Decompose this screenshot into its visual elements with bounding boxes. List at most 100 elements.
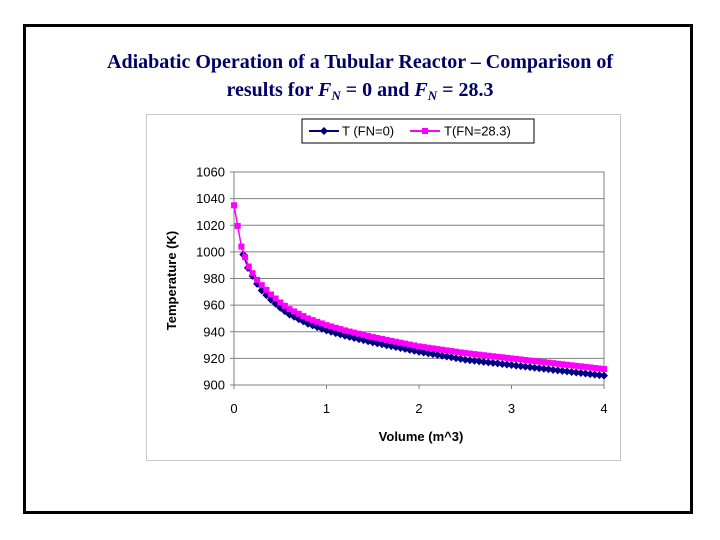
- series-1-point: [521, 362, 530, 371]
- series-2-point: [490, 353, 496, 360]
- series-2-point: [508, 355, 515, 362]
- series-2-point: [300, 313, 307, 320]
- series-1-point: [544, 365, 553, 374]
- x-tick-label: 0: [230, 401, 237, 416]
- series-1-point: [516, 362, 525, 371]
- title-line-2: results for FN = 0 and FN = 28.3: [0, 76, 720, 104]
- series-2-point: [305, 315, 311, 322]
- series-2-point: [513, 355, 520, 362]
- series-2-point: [281, 302, 288, 309]
- series-1-point: [586, 370, 595, 379]
- y-tick-label: 980: [203, 271, 225, 286]
- series-2-point: [601, 366, 607, 373]
- series-1-point: [507, 361, 516, 370]
- series-2-point: [245, 263, 252, 270]
- series-2-point: [383, 336, 390, 343]
- series-2-point: [503, 354, 510, 361]
- fn-symbol-2: F: [414, 79, 428, 101]
- series-2-point: [564, 361, 570, 368]
- y-tick-label: 1020: [196, 218, 225, 233]
- series-2-point: [522, 356, 529, 363]
- y-tick-label: 1060: [196, 165, 225, 180]
- series-2-point: [242, 254, 249, 261]
- series-2-point: [388, 337, 395, 344]
- series-1-point: [600, 371, 608, 380]
- series-2-point: [425, 344, 432, 351]
- series-1-point: [558, 366, 567, 375]
- series-1-point: [498, 359, 507, 368]
- series-2-point: [411, 342, 418, 349]
- series-2-point: [499, 354, 506, 361]
- fn-symbol-1: F: [317, 79, 332, 101]
- series-1-point: [563, 367, 571, 376]
- series-2-point: [254, 276, 261, 283]
- series-1-point: [526, 363, 534, 372]
- series-2-point: [365, 332, 372, 339]
- series-2-point: [531, 358, 538, 365]
- series-2-point: [471, 351, 478, 358]
- series-2-point: [577, 363, 584, 370]
- series-2-point: [309, 317, 316, 324]
- series-2-point: [355, 330, 362, 337]
- series-2-point: [406, 341, 413, 348]
- series-2-point: [591, 364, 598, 371]
- series-2-point: [448, 348, 455, 355]
- series-1-point: [465, 356, 474, 365]
- series-2-point: [249, 270, 256, 277]
- series-1-point: [489, 358, 497, 367]
- series-1-point: [479, 357, 488, 366]
- series-2-point: [462, 350, 469, 357]
- series-2-point: [480, 352, 487, 359]
- series-1-point: [470, 356, 479, 365]
- y-tick-label: 920: [203, 351, 225, 366]
- series-2-point: [392, 338, 399, 345]
- y-tick-label: 940: [203, 324, 225, 339]
- title-line-1: Adiabatic Operation of a Tubular Reactor…: [107, 51, 613, 73]
- series-2-point: [545, 359, 552, 366]
- y-tick-label: 1000: [196, 244, 225, 259]
- series-2-point: [314, 318, 321, 325]
- series-2-point: [443, 347, 450, 354]
- series-2-point: [420, 344, 427, 351]
- series-2-point: [559, 361, 566, 368]
- series-1-point: [567, 367, 576, 376]
- x-tick-label: 4: [600, 401, 607, 416]
- series-2-point: [323, 322, 330, 329]
- slide-title: Adiabatic Operation of a Tubular Reactor…: [0, 48, 720, 104]
- series-2-point: [231, 202, 237, 209]
- y-tick-label: 1040: [196, 191, 225, 206]
- fn-subscript-1: N: [331, 88, 341, 103]
- series-2-point: [277, 299, 284, 306]
- series-2-point: [582, 363, 589, 370]
- series-2-point: [527, 357, 533, 364]
- series-2-point: [337, 326, 344, 333]
- series-2-point: [258, 282, 265, 289]
- series-2-point: [332, 324, 339, 331]
- series-1-point: [475, 357, 484, 366]
- series-2-point: [234, 222, 241, 229]
- series-1-point: [530, 363, 539, 372]
- legend-swatch-marker-2: [422, 128, 428, 134]
- series-2-point: [360, 331, 367, 338]
- series-2-point: [573, 362, 580, 369]
- legend-label-1: T (FN=0): [342, 124, 394, 139]
- series-1-point: [581, 369, 590, 378]
- series-1-point: [549, 365, 558, 374]
- series-1-point: [512, 361, 521, 370]
- x-tick-label: 3: [508, 401, 515, 416]
- x-tick-label: 1: [323, 401, 330, 416]
- series-2-point: [291, 308, 298, 315]
- y-tick-label: 960: [203, 298, 225, 313]
- series-1-point: [484, 358, 493, 367]
- series-2-point: [263, 286, 270, 293]
- series-1-point: [595, 371, 604, 380]
- series-1-point: [576, 369, 585, 378]
- series-1-point: [590, 370, 599, 379]
- series-2-point: [429, 345, 436, 352]
- series-2-point: [568, 362, 575, 369]
- title-eq-zero: = 0 and: [340, 79, 415, 101]
- series-2-point: [434, 346, 441, 353]
- y-tick-label: 900: [203, 378, 225, 393]
- series-2-point: [540, 359, 547, 366]
